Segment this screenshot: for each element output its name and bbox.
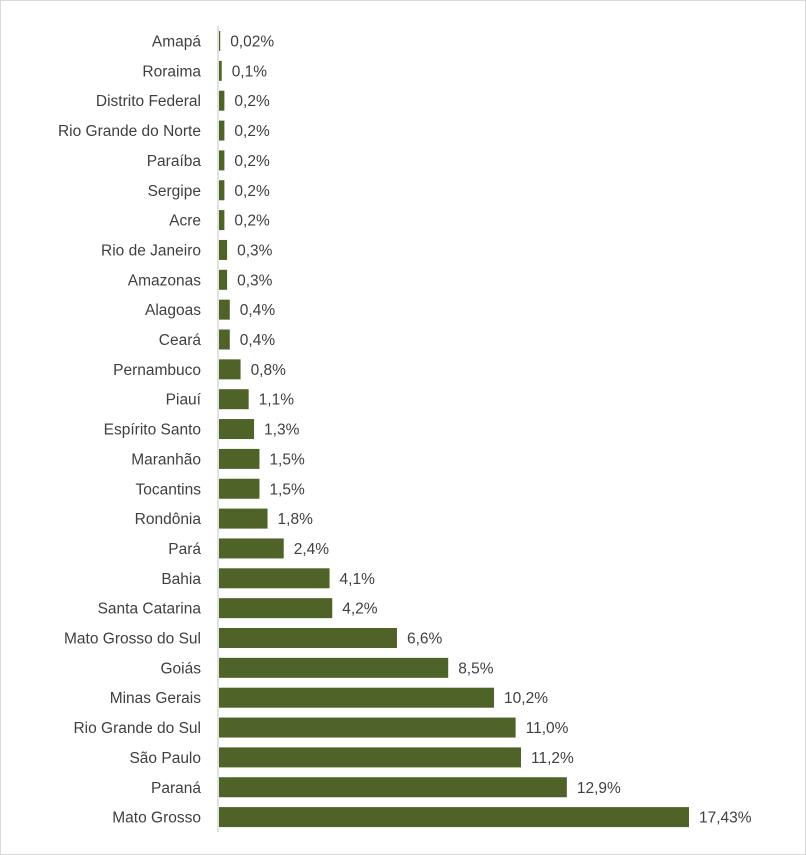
category-label-rondonia: Rondônia: [135, 511, 202, 528]
category-label-amazonas: Amazonas: [128, 272, 201, 289]
value-label-amapa: 0,02%: [230, 34, 274, 51]
value-labels: 0,02% 0,1% 0,2% 0,2% 0,2% 0,2% 0,2% 0,3% 0,3% 0,4…: [230, 34, 752, 827]
bar-bahia: [219, 568, 330, 589]
category-label-roraima: Roraima: [142, 63, 201, 80]
value-label-santa-catarina: 4,2%: [342, 601, 378, 618]
value-label-acre: 0,2%: [234, 213, 270, 230]
value-label-rio-de-janeiro: 0,3%: [237, 242, 273, 259]
bar-acre: [219, 210, 225, 231]
category-label-acre: Acre: [169, 213, 201, 230]
value-label-distrito-federal: 0,2%: [234, 93, 270, 110]
bar-espirito-santo: [219, 419, 255, 440]
bar-amapa: [219, 31, 221, 51]
category-label-pernambuco: Pernambuco: [113, 362, 201, 379]
value-label-goias: 8,5%: [458, 660, 494, 677]
category-label-santa-catarina: Santa Catarina: [98, 601, 202, 618]
value-label-ceara: 0,4%: [240, 332, 276, 349]
value-label-piaui: 1,1%: [259, 392, 295, 409]
bar-piaui: [219, 389, 249, 410]
value-label-alagoas: 0,4%: [240, 302, 276, 319]
value-label-bahia: 4,1%: [340, 571, 376, 588]
value-label-amazonas: 0,3%: [237, 272, 273, 289]
value-label-espirito-santo: 1,3%: [264, 422, 300, 439]
value-label-mato-grosso-do-sul: 6,6%: [407, 631, 443, 648]
category-label-alagoas: Alagoas: [145, 302, 201, 319]
bar-santa-catarina: [219, 598, 333, 619]
category-label-piaui: Piauí: [166, 392, 202, 409]
category-label-mato-grosso: Mato Grosso: [112, 810, 201, 827]
bar-sergipe: [219, 180, 225, 201]
category-label-rio-grande-do-norte: Rio Grande do Norte: [58, 123, 201, 140]
bar-para: [219, 538, 284, 559]
category-label-sao-paulo: São Paulo: [129, 750, 201, 767]
category-label-goias: Goiás: [161, 660, 202, 677]
bar-sao-paulo: [219, 747, 522, 768]
value-label-maranhao: 1,5%: [269, 451, 305, 468]
category-label-maranhao: Maranhão: [131, 451, 201, 468]
bar-distrito-federal: [219, 90, 225, 111]
value-label-sergipe: 0,2%: [234, 183, 270, 200]
value-label-tocantins: 1,5%: [269, 481, 305, 498]
category-label-ceara: Ceará: [159, 332, 202, 349]
value-label-rio-grande-do-norte: 0,2%: [234, 123, 270, 140]
value-label-paraiba: 0,2%: [234, 153, 270, 170]
category-label-distrito-federal: Distrito Federal: [96, 93, 201, 110]
value-label-para: 2,4%: [294, 541, 330, 558]
value-label-pernambuco: 0,8%: [251, 362, 287, 379]
value-label-minas-gerais: 10,2%: [504, 690, 548, 707]
category-label-para: Pará: [168, 541, 201, 558]
value-label-sao-paulo: 11,2%: [531, 750, 574, 767]
category-label-mato-grosso-do-sul: Mato Grosso do Sul: [64, 631, 201, 648]
bar-pernambuco: [219, 359, 241, 380]
value-label-roraima: 0,1%: [232, 63, 268, 80]
bar-amazonas: [219, 269, 228, 290]
value-label-parana: 12,9%: [577, 780, 621, 797]
bars-group: [219, 31, 689, 828]
bar-mato-grosso: [219, 807, 689, 828]
bar-tocantins: [219, 478, 260, 499]
bar-rondonia: [219, 508, 268, 529]
category-label-sergipe: Sergipe: [148, 183, 201, 200]
category-labels: Amapá Roraima Distrito Federal Rio Grande d…: [58, 34, 202, 827]
bar-rio-grande-do-norte: [219, 120, 225, 141]
category-label-parana: Paraná: [151, 780, 201, 797]
bar-alagoas: [219, 299, 230, 320]
bar-mato-grosso-do-sul: [219, 628, 397, 648]
bar-roraima: [219, 60, 222, 81]
category-label-rio-de-janeiro: Rio de Janeiro: [101, 242, 201, 259]
category-label-rio-grande-do-sul: Rio Grande do Sul: [73, 720, 201, 737]
value-label-rio-grande-do-sul: 11,0%: [526, 720, 569, 737]
category-label-bahia: Bahia: [161, 571, 201, 588]
bar-ceara: [219, 329, 230, 350]
category-label-amapa: Amapá: [152, 34, 201, 51]
category-label-espirito-santo: Espírito Santo: [104, 422, 201, 439]
bar-minas-gerais: [219, 687, 495, 708]
value-label-rondonia: 1,8%: [278, 511, 314, 528]
bar-paraiba: [219, 150, 225, 171]
bar-parana: [219, 777, 567, 798]
bar-rio-grande-do-sul: [219, 717, 516, 738]
bar-rio-de-janeiro: [219, 239, 228, 260]
category-label-minas-gerais: Minas Gerais: [110, 690, 202, 707]
value-label-mato-grosso: 17,43%: [699, 810, 752, 827]
category-label-tocantins: Tocantins: [136, 481, 202, 498]
bar-maranhao: [219, 448, 260, 469]
bar-goias: [219, 657, 449, 678]
category-label-paraiba: Paraíba: [147, 153, 202, 170]
